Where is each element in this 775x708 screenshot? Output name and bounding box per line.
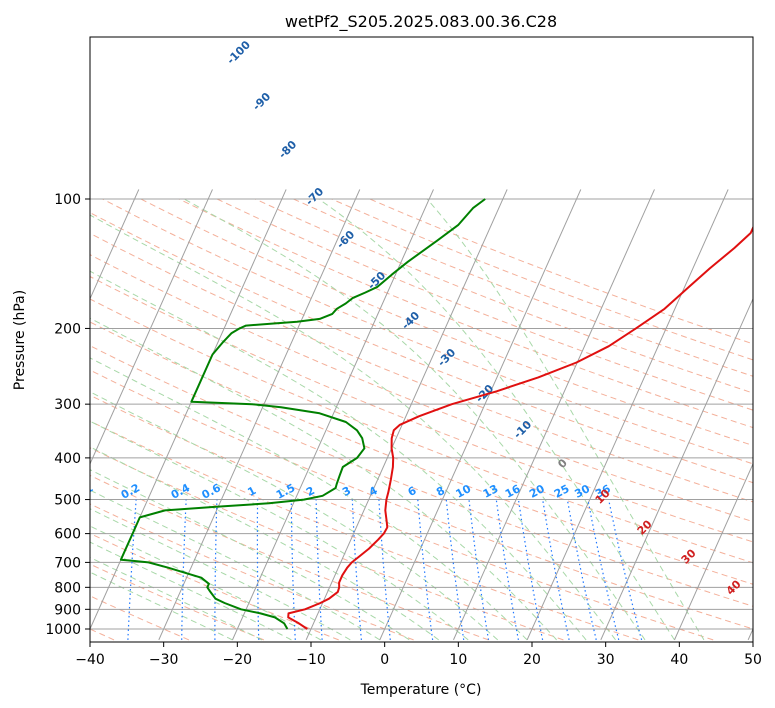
plot-area: 0.10.20.40.611.52346810131620253036-100-… <box>72 38 753 641</box>
isotherms <box>90 189 753 641</box>
mixing-ratio-label: 10 <box>454 482 474 501</box>
isotherm-line <box>90 189 287 631</box>
mixing-ratio-line <box>181 499 187 640</box>
mixing-ratio-line <box>290 499 296 640</box>
x-axis-ticks: −40 −30 −20 −10 0 10 20 30 40 50 <box>75 642 762 668</box>
x-axis-label: Temperature (°C) <box>360 682 482 698</box>
x-tick-label: −10 <box>296 652 326 668</box>
mixing-ratio-line <box>214 499 218 640</box>
isotherm-line <box>453 189 655 641</box>
isotherm-line <box>90 189 213 466</box>
moist-adiabat-line <box>318 198 675 641</box>
isotherm-line <box>232 189 434 641</box>
mixing-ratio-label: 0.1 <box>72 481 95 502</box>
sounding-profiles <box>119 198 753 630</box>
dry-adiabat-line <box>140 198 753 447</box>
mixing-ratio-label: 13 <box>481 482 501 501</box>
dry-adiabat-line <box>90 394 714 641</box>
isotherm-line <box>526 189 729 641</box>
moist-adiabat-line <box>183 198 646 641</box>
mixing-ratio-label: 30 <box>572 482 592 501</box>
x-tick-label: 20 <box>523 652 541 668</box>
y-axis-label: Pressure (hPa) <box>12 290 28 390</box>
x-tick-label: −20 <box>223 652 253 668</box>
dry-adiabat-line <box>90 275 753 543</box>
x-tick-label: 10 <box>449 652 467 668</box>
y-axis-ticks: 1000 900 800 700 600 500 400 300 200 100 <box>45 192 90 638</box>
plot-frame <box>89 36 754 643</box>
mixing-ratio-line <box>445 499 465 640</box>
x-tick-label: 0 <box>380 652 389 668</box>
isotherm-line <box>305 189 508 641</box>
mixing-ratio-line <box>351 499 362 640</box>
x-tick-label: 40 <box>670 652 688 668</box>
mixing-ratio-line <box>315 499 323 640</box>
x-tick-label: 50 <box>744 652 762 668</box>
dewpoint-profile-line <box>119 198 486 630</box>
isotherm-line <box>379 189 582 641</box>
y-tick-label: 600 <box>54 527 81 543</box>
isotherm-line <box>674 462 753 641</box>
x-tick-label: 30 <box>597 652 615 668</box>
mixing-ratio-line <box>378 499 391 640</box>
chart-title: wetPf2_S205.2025.083.00.36.C28 <box>285 12 557 32</box>
mixing-ratio-line <box>566 499 597 641</box>
dry-adiabat-line <box>102 198 753 465</box>
dry-adiabat-line <box>90 321 753 585</box>
mixing-ratio-label: 20 <box>527 482 547 501</box>
x-tick-label: −40 <box>75 652 105 668</box>
y-tick-label: 900 <box>54 602 81 618</box>
isotherm-line <box>600 297 753 641</box>
y-tick-label: 300 <box>54 397 81 413</box>
x-tick-label: −30 <box>149 652 179 668</box>
isotherm-line <box>158 189 361 641</box>
moist-adiabat-line <box>90 469 410 641</box>
y-tick-label: 500 <box>54 493 81 509</box>
dry-adiabat-line <box>90 298 753 564</box>
moist-adiabat-line <box>90 525 322 641</box>
mixing-ratio-line <box>417 499 434 640</box>
y-tick-label: 400 <box>54 451 81 467</box>
moist-adiabat-line <box>90 214 616 641</box>
dry-adiabat-line <box>90 232 753 503</box>
y-tick-label: 700 <box>54 555 81 571</box>
mixing-ratio-line <box>256 499 260 640</box>
y-tick-label: 100 <box>54 192 81 208</box>
dry-adiabat-line <box>216 198 753 411</box>
y-tick-label: 1000 <box>45 622 81 638</box>
dry-adiabat-line <box>90 345 753 607</box>
y-tick-label: 200 <box>54 321 81 337</box>
temperature-profile-line <box>287 225 753 630</box>
mixing-ratio-line <box>608 499 643 641</box>
pressure-gridlines <box>90 198 753 630</box>
mixing-ratio-label: 36 <box>593 482 613 501</box>
mixing-ratio-label: 16 <box>503 482 523 501</box>
isotherm-line <box>90 189 140 301</box>
mixing-ratio-label: 25 <box>552 482 572 501</box>
mixing-ratio-line <box>587 499 620 641</box>
y-tick-label: 800 <box>54 580 81 596</box>
dry-adiabat-line <box>254 198 753 394</box>
